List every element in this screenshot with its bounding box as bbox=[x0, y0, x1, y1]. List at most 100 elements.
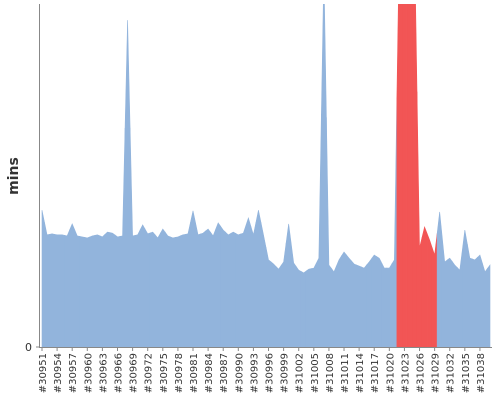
x-tick-label: #30981 bbox=[189, 353, 200, 393]
area-segment bbox=[190, 210, 196, 347]
area-segment bbox=[456, 250, 463, 347]
area-segment bbox=[79, 236, 86, 347]
area-segment bbox=[200, 230, 206, 347]
x-tick-label: #30987 bbox=[219, 353, 230, 393]
area-segment bbox=[462, 229, 468, 347]
area-segment bbox=[114, 234, 121, 347]
area-segment bbox=[149, 231, 156, 347]
area-segment bbox=[69, 223, 76, 347]
area-segment bbox=[245, 217, 252, 347]
area-segment bbox=[275, 264, 282, 347]
area-segment bbox=[311, 263, 317, 347]
x-tick-label: #30969 bbox=[129, 353, 140, 393]
area-segment bbox=[361, 264, 367, 347]
area-segment bbox=[64, 229, 70, 347]
area-segment bbox=[270, 261, 277, 347]
area-segment bbox=[94, 234, 101, 347]
area-segment bbox=[210, 229, 216, 347]
area-segment bbox=[336, 254, 342, 347]
area-segment bbox=[411, 4, 418, 347]
x-tick-label: #31017 bbox=[370, 353, 381, 393]
x-tick-label: #30993 bbox=[249, 353, 260, 393]
area-segment bbox=[416, 91, 423, 347]
area-segment bbox=[472, 256, 478, 347]
area-segment bbox=[421, 225, 428, 347]
x-tick-label: #31014 bbox=[355, 353, 366, 393]
area-segment bbox=[295, 265, 302, 347]
area-segment bbox=[165, 231, 171, 347]
area-segment bbox=[99, 233, 106, 347]
area-segment bbox=[74, 229, 81, 347]
x-tick-label: #30951 bbox=[38, 353, 49, 393]
area-segment bbox=[59, 234, 65, 347]
area-segment bbox=[381, 263, 388, 347]
x-tick-label: #31011 bbox=[340, 353, 351, 393]
x-tick-label: #30963 bbox=[98, 353, 109, 393]
area-segment bbox=[316, 113, 322, 347]
area-segment bbox=[280, 242, 287, 347]
area-segment bbox=[441, 236, 448, 347]
area-segment bbox=[300, 270, 307, 347]
area-segment bbox=[426, 233, 433, 347]
plot-area bbox=[41, 4, 491, 347]
area-segment bbox=[477, 254, 483, 347]
area-segment bbox=[451, 260, 458, 347]
area-segment bbox=[446, 257, 453, 347]
area-segment bbox=[215, 222, 221, 347]
area-segment bbox=[89, 234, 96, 347]
area-segment bbox=[391, 97, 398, 347]
area-segment bbox=[109, 232, 116, 347]
area-segment bbox=[341, 251, 347, 347]
x-tick-label: #30984 bbox=[204, 353, 215, 393]
area-segment bbox=[290, 243, 297, 347]
area-segment bbox=[265, 247, 272, 347]
area-segment bbox=[487, 264, 491, 347]
area-segment bbox=[124, 20, 131, 347]
area-segment bbox=[436, 211, 443, 347]
area-segment bbox=[396, 4, 403, 347]
area-segment bbox=[401, 4, 408, 347]
area-segment bbox=[180, 233, 186, 347]
x-tick-label: #31020 bbox=[385, 353, 396, 393]
area-segment bbox=[305, 268, 312, 347]
area-segment bbox=[406, 4, 413, 347]
area-segment bbox=[467, 244, 473, 347]
x-tick-label: #31038 bbox=[476, 353, 487, 393]
area-segment bbox=[195, 222, 201, 347]
area-segment bbox=[366, 257, 373, 347]
x-tick-label: #31029 bbox=[431, 353, 442, 393]
x-tick-label: #30990 bbox=[234, 353, 245, 393]
x-tick-label: #30975 bbox=[159, 353, 170, 393]
area-segment bbox=[376, 256, 383, 347]
area-segment bbox=[326, 117, 332, 347]
x-tick-label: #31035 bbox=[461, 353, 472, 393]
area-segment bbox=[220, 225, 227, 347]
x-tick-label: #30954 bbox=[53, 353, 64, 393]
area-segment bbox=[144, 228, 151, 347]
area-segment bbox=[225, 231, 232, 347]
area-segment bbox=[139, 224, 146, 347]
y-axis-label: mins bbox=[6, 157, 22, 195]
area-segment bbox=[170, 236, 176, 347]
area-segment bbox=[371, 254, 378, 347]
area-segment bbox=[346, 254, 352, 347]
area-segment bbox=[205, 228, 211, 347]
x-tick-label: #31026 bbox=[416, 353, 427, 393]
x-tick-label: #31023 bbox=[400, 353, 411, 393]
area-segment bbox=[129, 127, 136, 347]
x-tick-label: #30978 bbox=[174, 353, 185, 393]
area-segment bbox=[240, 225, 247, 347]
area-segment bbox=[356, 264, 362, 347]
x-tick-label: #30966 bbox=[114, 353, 125, 393]
area-segment bbox=[175, 235, 181, 347]
area-segment bbox=[159, 228, 166, 347]
area-segment bbox=[134, 229, 141, 347]
x-tick-label: #31008 bbox=[325, 353, 336, 393]
x-tick-label: #30999 bbox=[280, 353, 291, 393]
y-tick-label: 0 bbox=[25, 341, 32, 354]
area-segment bbox=[44, 222, 50, 347]
area-segment bbox=[41, 210, 45, 347]
area-segment bbox=[386, 262, 393, 347]
area-segment bbox=[154, 232, 161, 347]
